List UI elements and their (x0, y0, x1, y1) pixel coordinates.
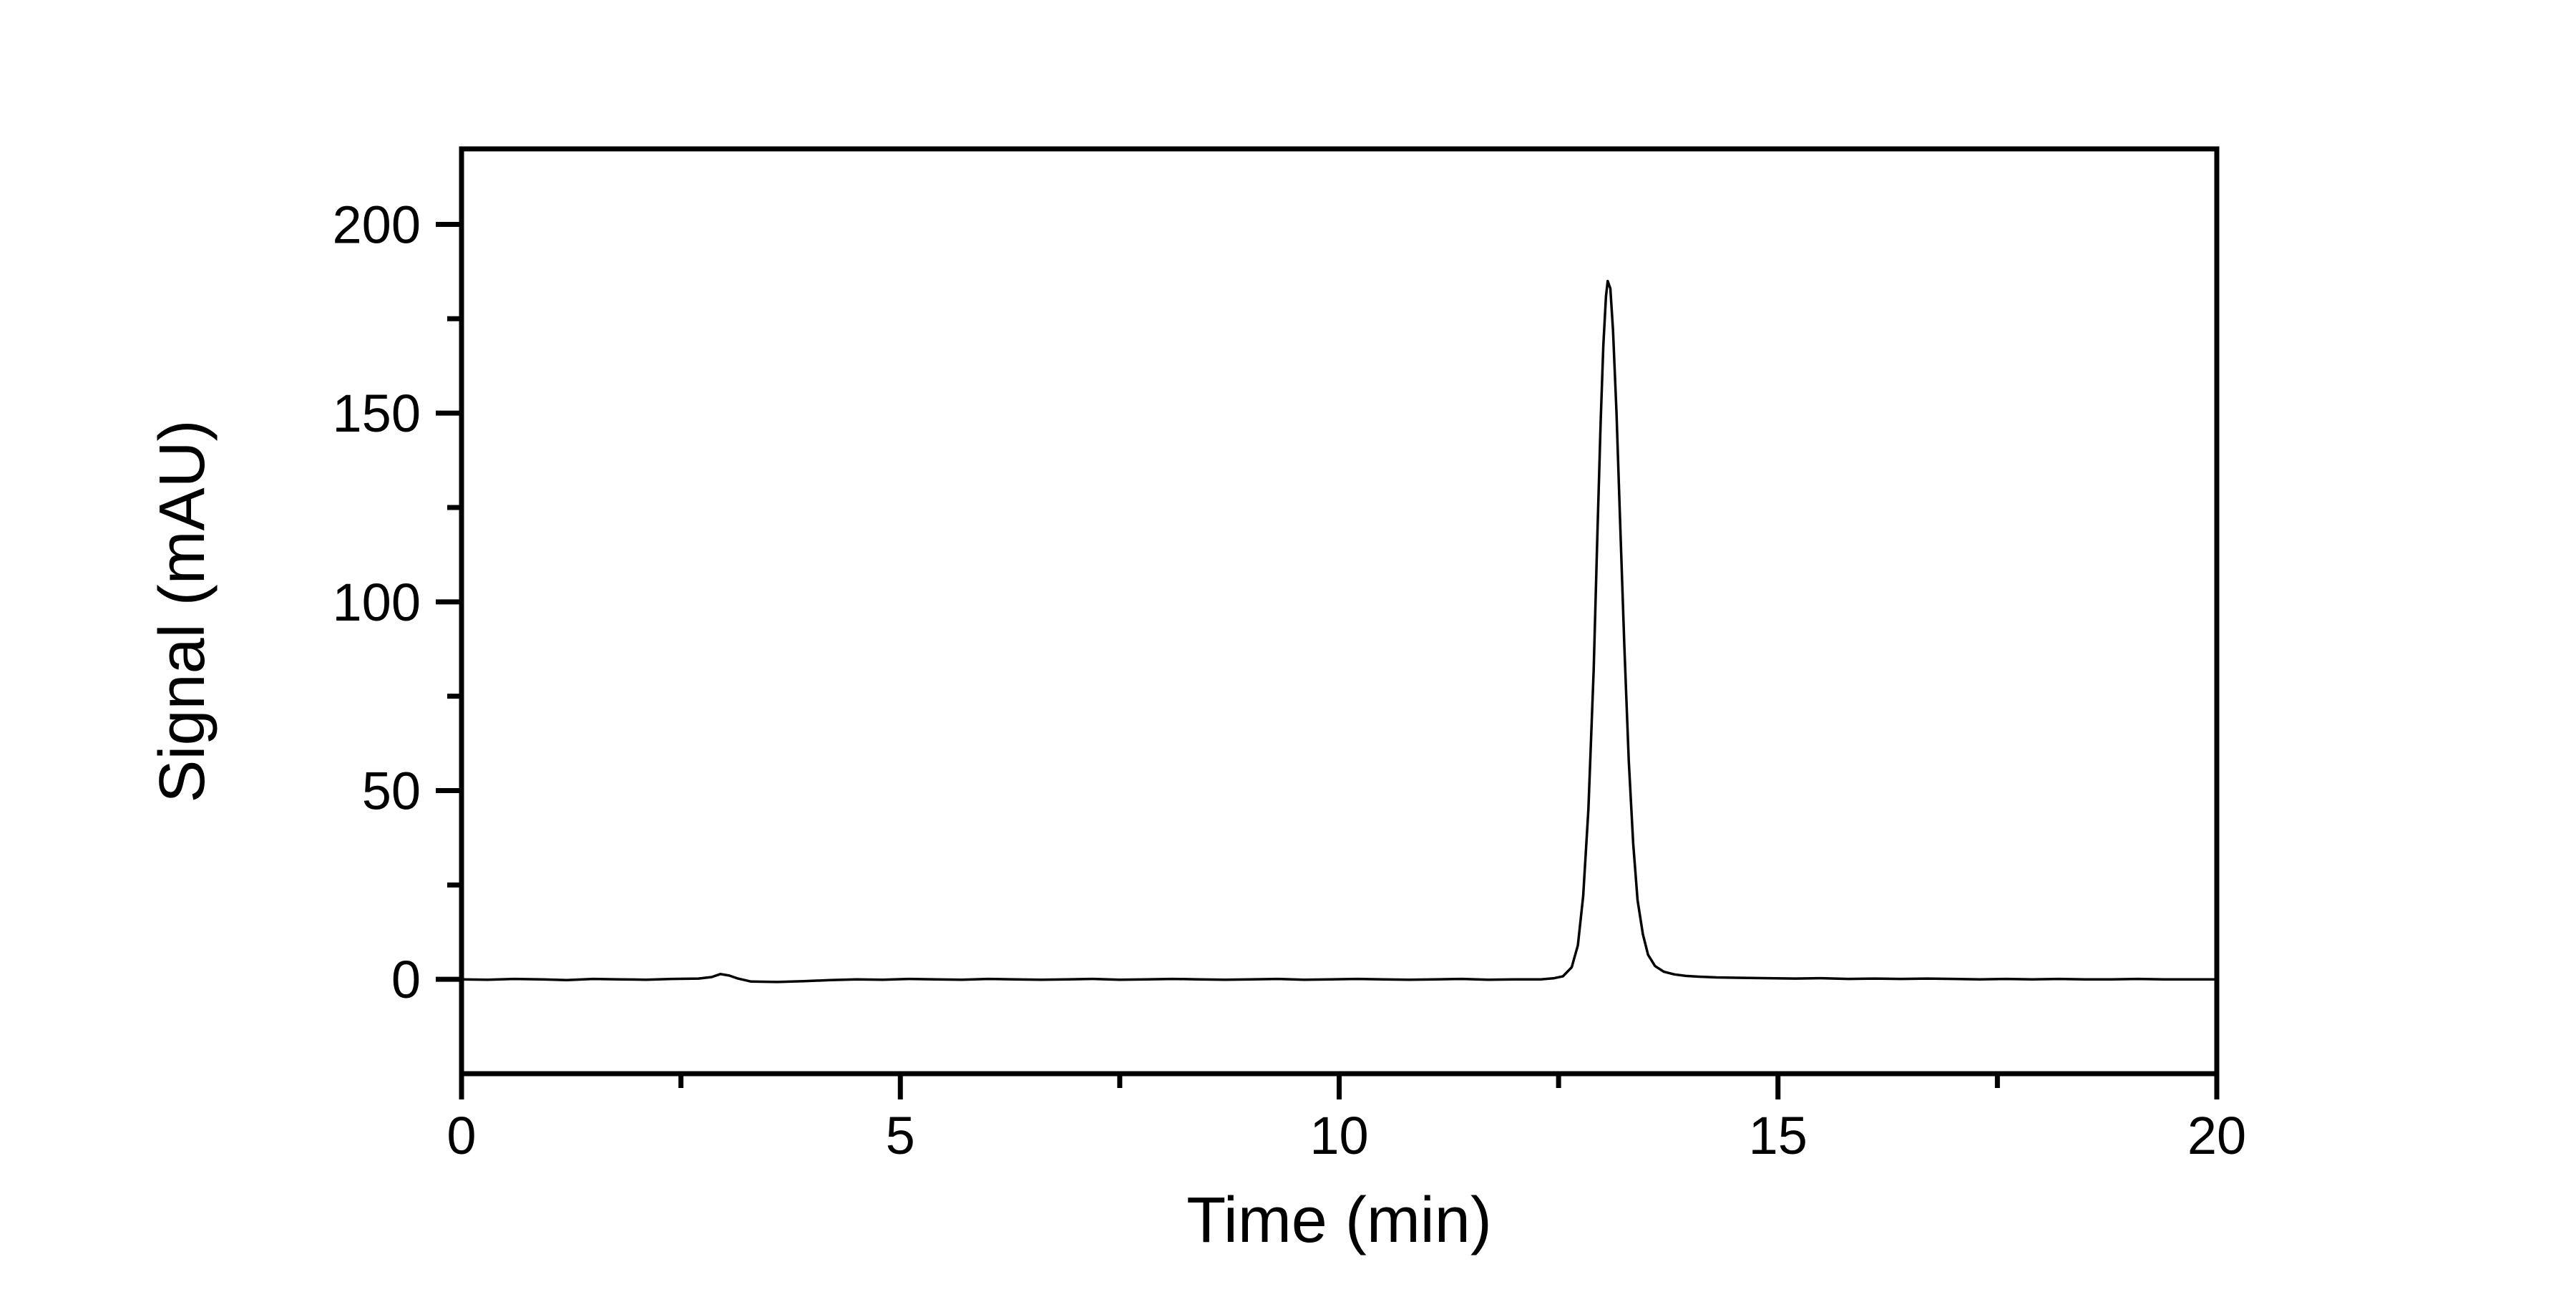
y-axis-title: Signal (mAU) (147, 419, 218, 802)
axis-ticks (436, 221, 2220, 1099)
x-tick-label: 20 (2187, 1106, 2246, 1165)
y-tick-label: 200 (333, 195, 421, 254)
x-tick-label: 5 (886, 1106, 915, 1165)
x-tick-label: 15 (1749, 1106, 1807, 1165)
y-tick-label: 150 (333, 384, 421, 443)
y-tick-label: 50 (362, 761, 421, 820)
x-axis-title: Time (min) (1186, 1185, 1492, 1256)
chromatogram-trace (460, 279, 2218, 983)
y-tick-label: 100 (333, 573, 421, 632)
y-tick-label: 0 (391, 950, 421, 1009)
axis-tick-labels: 200 150 100 50 0 0 5 10 15 20 (333, 195, 2247, 1165)
x-tick-label: 0 (447, 1106, 476, 1165)
x-tick-label: 10 (1309, 1106, 1368, 1165)
